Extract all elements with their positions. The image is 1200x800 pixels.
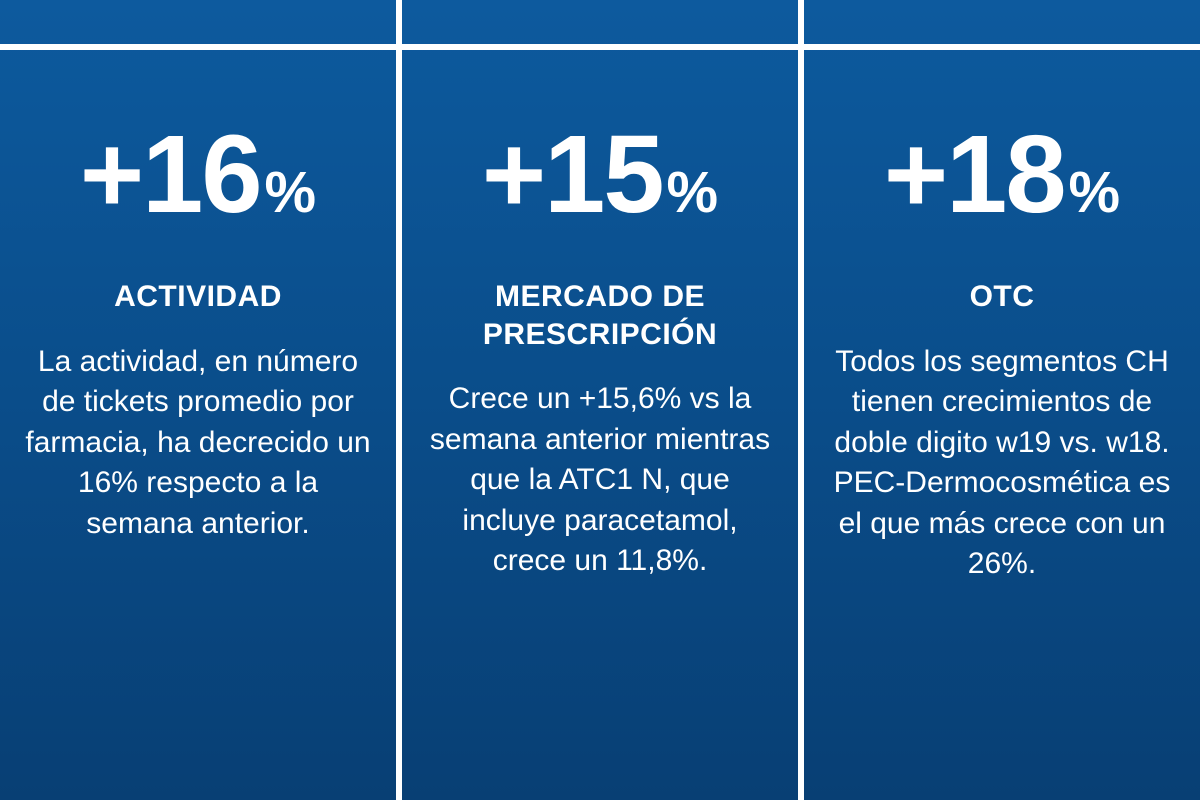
column-mercado-prescripcion: +15% MERCADO DE PRESCRIPCIÓN Crece un +1…	[402, 50, 804, 800]
column-body: Crece un +15,6% vs la semana anterior mi…	[426, 379, 774, 582]
metric-unit: %	[265, 160, 317, 225]
column-heading: ACTIVIDAD	[114, 278, 282, 316]
column-actividad: +16% ACTIVIDAD La actividad, en número d…	[0, 50, 402, 800]
top-seg	[0, 0, 402, 44]
column-body: Todos los segmentos CH tienen crecimient…	[828, 342, 1176, 585]
metric-value: +15%	[482, 120, 718, 230]
metric-number: +15	[482, 113, 663, 236]
top-divider-row	[0, 0, 1200, 50]
columns-container: +16% ACTIVIDAD La actividad, en número d…	[0, 50, 1200, 800]
column-otc: +18% OTC Todos los segmentos CH tienen c…	[804, 50, 1200, 800]
metric-number: +16	[80, 113, 261, 236]
metric-unit: %	[667, 160, 719, 225]
metric-value: +18%	[884, 120, 1120, 230]
column-body: La actividad, en número de tickets prome…	[24, 342, 372, 545]
top-seg	[804, 0, 1200, 44]
top-seg	[402, 0, 804, 44]
metric-unit: %	[1069, 160, 1121, 225]
metric-number: +18	[884, 113, 1065, 236]
column-heading: OTC	[970, 278, 1035, 316]
column-heading: MERCADO DE PRESCRIPCIÓN	[426, 278, 774, 353]
metric-value: +16%	[80, 120, 316, 230]
